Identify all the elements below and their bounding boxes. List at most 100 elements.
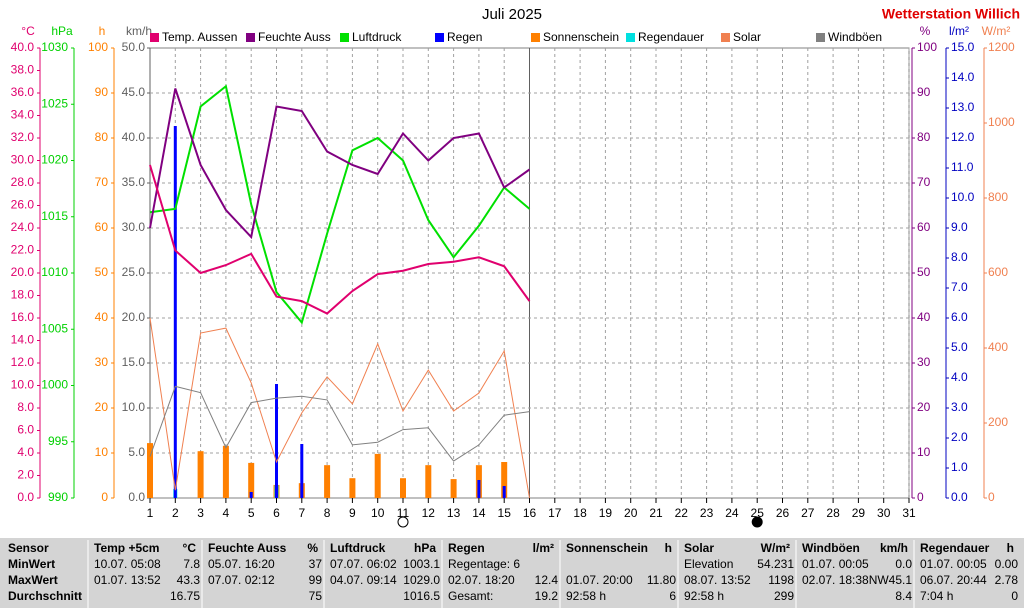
table-cell: °C	[183, 541, 197, 555]
table-cell: 43.3	[177, 573, 201, 587]
table-cell: 54.231	[757, 557, 794, 571]
bar	[374, 453, 381, 498]
y-tick-label: 38.0	[11, 63, 35, 77]
x-tick-label: 18	[573, 506, 587, 520]
y-tick-label: 20.0	[11, 265, 35, 279]
x-tick-label: 22	[675, 506, 689, 520]
axis-unit: %	[920, 24, 931, 38]
table-cell: 92:58 h	[684, 589, 724, 603]
table-cell: 7.8	[183, 557, 200, 571]
table-cell: 0.0	[895, 557, 912, 571]
x-tick-label: 1	[147, 506, 154, 520]
y-tick-label: 100	[88, 40, 108, 54]
y-tick-label: 16.0	[11, 310, 35, 324]
legend-swatch	[246, 33, 255, 42]
chart-title: Juli 2025	[482, 6, 542, 23]
table-cell: 99	[309, 573, 323, 587]
y-tick-label: 13.0	[951, 100, 975, 114]
table-cell: 1003.1	[403, 557, 440, 571]
y-tick-label: 5.0	[128, 445, 145, 459]
y-tick-label: 70	[917, 175, 931, 189]
bar	[349, 478, 356, 498]
y-tick-label: 40	[917, 310, 931, 324]
table-cell: 04.07. 09:14	[330, 573, 397, 587]
x-tick-label: 26	[776, 506, 790, 520]
y-tick-label: 990	[48, 490, 68, 504]
legend-swatch	[340, 33, 349, 42]
y-tick-label: 0.0	[17, 490, 34, 504]
table-cell: 12.4	[535, 573, 559, 587]
x-tick-label: 7	[298, 506, 305, 520]
x-tick-label: 4	[223, 506, 230, 520]
table-cell: W/m²	[761, 541, 790, 555]
y-tick-label: 1030	[41, 40, 68, 54]
bar	[450, 479, 457, 498]
table-cell: %	[307, 541, 318, 555]
y-tick-label: 10.0	[122, 400, 146, 414]
table-cell: Regen	[448, 541, 485, 555]
table-cell: 06.07. 20:44	[920, 573, 987, 587]
y-tick-label: 30	[95, 355, 109, 369]
y-tick-label: 3.0	[951, 400, 968, 414]
table-cell: 299	[774, 589, 794, 603]
y-tick-label: 18.0	[11, 288, 35, 302]
bar	[173, 126, 177, 498]
table-cell: Windböen	[802, 541, 860, 555]
bar	[249, 492, 253, 498]
y-tick-label: 40.0	[122, 130, 146, 144]
y-tick-label: 4.0	[17, 445, 34, 459]
table-background	[0, 538, 1024, 608]
legend-label: Temp. Aussen	[162, 30, 237, 44]
x-tick-label: 23	[700, 506, 714, 520]
table-cell: 0.00	[995, 557, 1019, 571]
x-tick-label: 24	[725, 506, 739, 520]
y-tick-label: 0.0	[128, 490, 145, 504]
x-tick-label: 11	[397, 506, 410, 520]
series-line	[149, 317, 530, 499]
x-tick-label: 20	[624, 506, 638, 520]
moon-phase	[751, 516, 763, 528]
table-cell: Sonnenschein	[566, 541, 648, 555]
legend-label: Regen	[447, 30, 482, 44]
x-tick-label: 27	[801, 506, 815, 520]
y-tick-label: 40.0	[11, 40, 35, 54]
legend-label: Windböen	[828, 30, 882, 44]
table-cell: 01.07. 20:00	[566, 573, 633, 587]
y-tick-label: 10	[917, 445, 931, 459]
bar	[501, 462, 508, 498]
legend-swatch	[626, 33, 635, 42]
table-cell: 37	[309, 557, 323, 571]
y-tick-label: 1005	[41, 321, 68, 335]
legend-swatch	[721, 33, 730, 42]
x-tick-label: 31	[902, 506, 916, 520]
table-cell: Luftdruck	[330, 541, 386, 555]
y-tick-label: 400	[988, 340, 1008, 354]
y-tick-label: 28.0	[11, 175, 35, 189]
x-tick-label: 12	[422, 506, 436, 520]
y-tick-label: 2.0	[951, 430, 968, 444]
y-tick-label: 4.0	[951, 370, 968, 384]
y-tick-label: 10.0	[11, 378, 35, 392]
x-tick-label: 10	[371, 506, 385, 520]
y-tick-label: 80	[917, 130, 931, 144]
table-cell: MaxWert	[8, 573, 58, 587]
table-cell: MinWert	[8, 557, 55, 571]
y-tick-label: 50.0	[122, 40, 146, 54]
table-cell: Solar	[684, 541, 714, 555]
y-tick-label: 1000	[988, 115, 1015, 129]
y-tick-label: 0.0	[951, 490, 968, 504]
table-cell: 1016.5	[403, 589, 440, 603]
bar	[248, 462, 255, 498]
y-tick-label: 25.0	[122, 265, 146, 279]
y-tick-label: 12.0	[11, 355, 35, 369]
y-tick-label: 35.0	[122, 175, 146, 189]
table-cell: Elevation	[684, 557, 733, 571]
table-cell: 2.78	[995, 573, 1019, 587]
table-cell: 92:58 h	[566, 589, 606, 603]
table-cell: 8.4	[895, 589, 912, 603]
table-cell: 01.07. 00:05	[920, 557, 987, 571]
table-cell: Sensor	[8, 541, 49, 555]
axis-unit: km/h	[126, 24, 152, 38]
y-tick-label: 6.0	[951, 310, 968, 324]
